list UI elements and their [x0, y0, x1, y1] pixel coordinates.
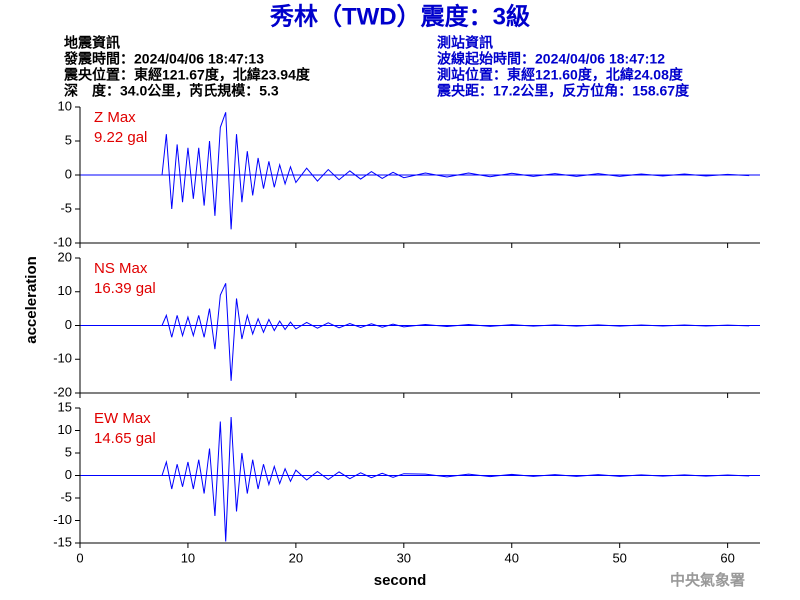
y-tick-label: -15	[53, 534, 72, 549]
event-info: 地震資訊	[64, 35, 120, 51]
y-tick-label: 0	[65, 166, 72, 181]
channel-name: NS Max	[94, 260, 148, 277]
x-tick-label: 40	[505, 550, 519, 565]
station-info: 震央距：17.2公里，反方位角：158.67度	[436, 83, 690, 99]
x-tick-label: 30	[397, 550, 411, 565]
y-tick-label: 0	[65, 317, 72, 332]
y-tick-label: -20	[53, 384, 72, 399]
y-tick-label: 10	[58, 422, 72, 437]
event-info: 深 度：34.0公里，芮氏規模：5.3	[64, 83, 279, 99]
event-info: 震央位置：東經121.67度，北緯23.94度	[63, 67, 311, 83]
y-tick-label: -5	[60, 200, 72, 215]
channel-name: EW Max	[94, 410, 151, 427]
y-axis-label: acceleration	[23, 256, 40, 344]
waveform	[80, 112, 750, 230]
peak-label: 16.39 gal	[94, 280, 156, 297]
y-tick-label: 5	[65, 132, 72, 147]
y-tick-label: 10	[58, 283, 72, 298]
event-info: 發震時間：2024/04/06 18:47:13	[63, 51, 264, 67]
station-info: 波線起始時間：2024/04/06 18:47:12	[437, 51, 665, 67]
waveform	[80, 283, 750, 381]
y-tick-label: -10	[53, 512, 72, 527]
y-tick-label: 15	[58, 399, 72, 414]
station-info: 測站資訊	[437, 35, 493, 51]
channel-name: Z Max	[94, 109, 136, 126]
x-tick-label: 20	[289, 550, 303, 565]
y-tick-label: -5	[60, 489, 72, 504]
y-tick-label: 5	[65, 444, 72, 459]
x-tick-label: 10	[181, 550, 195, 565]
station-info: 測站位置：東經121.60度，北緯24.08度	[437, 67, 684, 83]
x-axis-label: second	[374, 572, 427, 589]
waveform	[80, 416, 750, 542]
x-tick-label: 60	[720, 550, 734, 565]
peak-label: 14.65 gal	[94, 430, 156, 447]
y-tick-label: 10	[58, 98, 72, 113]
footer: 中央氣象署	[670, 571, 745, 589]
x-tick-label: 0	[76, 550, 83, 565]
x-tick-label: 50	[612, 550, 626, 565]
peak-label: 9.22 gal	[94, 129, 147, 146]
y-tick-label: 20	[58, 249, 72, 264]
y-tick-label: 0	[65, 467, 72, 482]
y-tick-label: -10	[53, 234, 72, 249]
title: 秀林（TWD）震度：3級	[269, 2, 530, 30]
y-tick-label: -10	[53, 351, 72, 366]
